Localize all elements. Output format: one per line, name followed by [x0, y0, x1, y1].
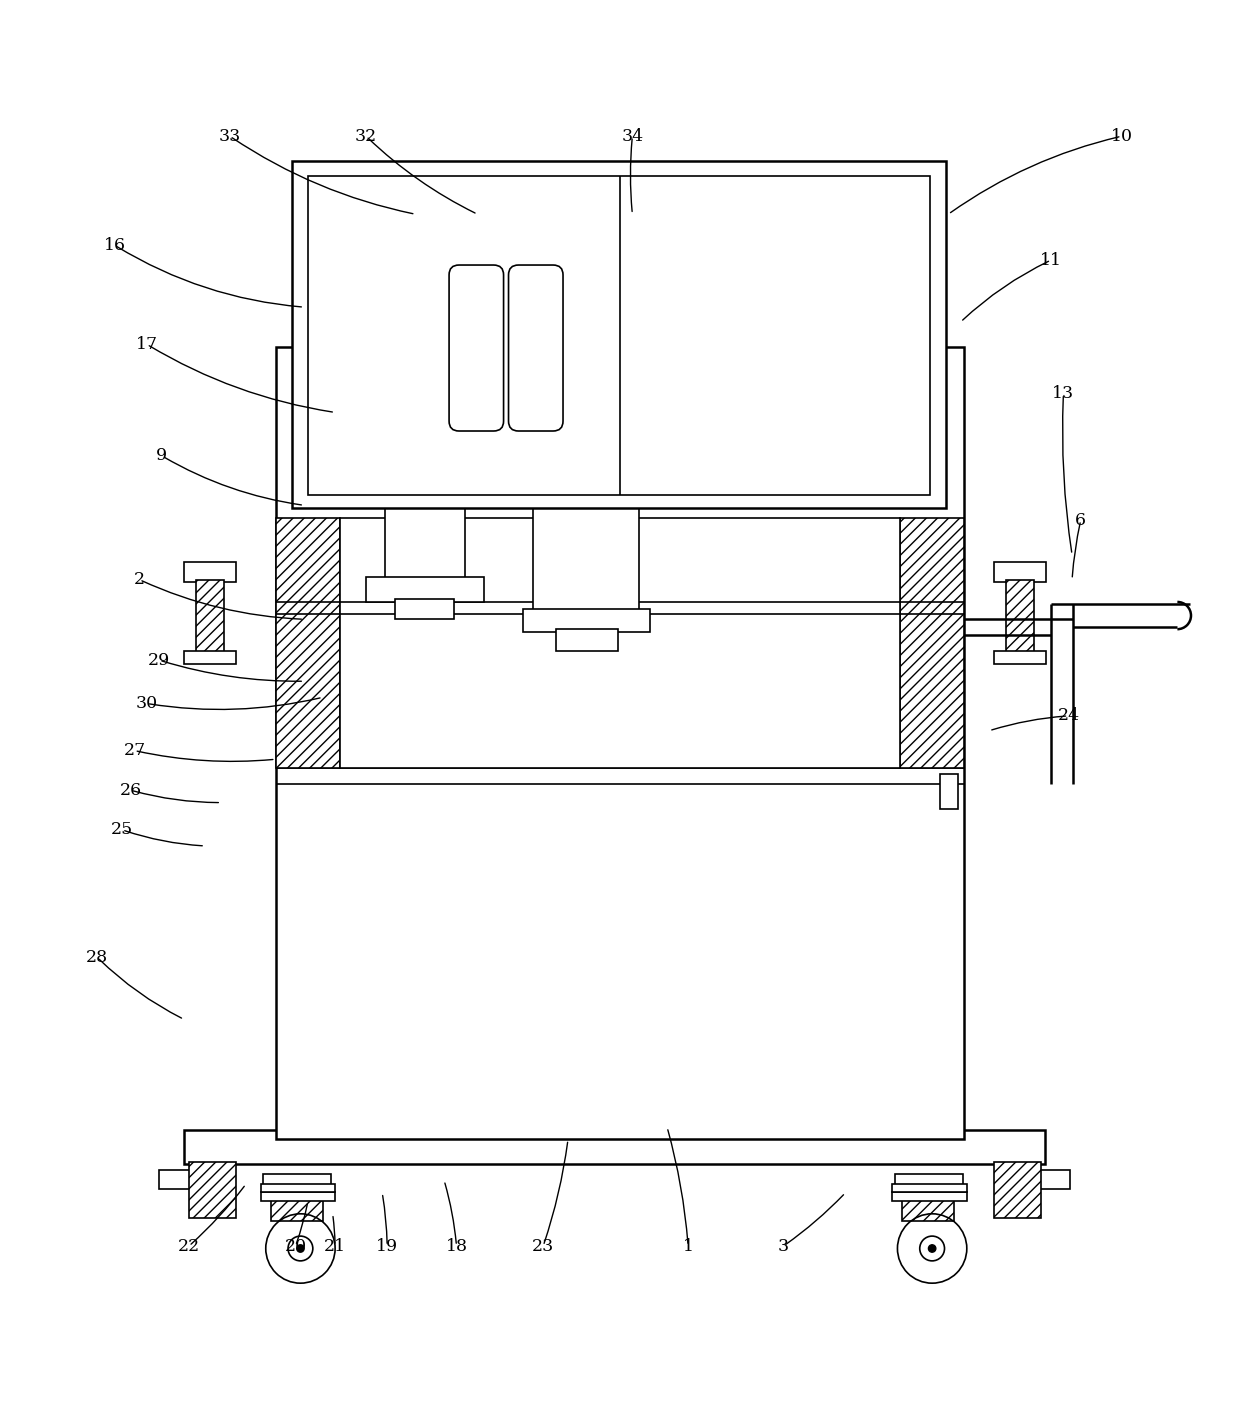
- Bar: [994, 651, 1047, 664]
- Bar: [184, 563, 236, 582]
- Text: 26: 26: [120, 782, 141, 799]
- Bar: [327, 642, 337, 668]
- Text: 28: 28: [87, 948, 108, 967]
- Text: 9: 9: [156, 447, 167, 464]
- Bar: [275, 518, 340, 768]
- Bar: [556, 629, 618, 651]
- Text: 16: 16: [104, 236, 125, 253]
- Text: 25: 25: [110, 822, 133, 839]
- Bar: [320, 605, 367, 706]
- Bar: [366, 577, 484, 602]
- Text: 27: 27: [123, 741, 145, 758]
- Bar: [308, 176, 930, 495]
- FancyBboxPatch shape: [449, 265, 503, 431]
- Bar: [270, 1195, 322, 1221]
- Bar: [384, 439, 465, 582]
- Bar: [940, 774, 959, 809]
- Bar: [184, 1130, 1045, 1164]
- Text: 23: 23: [532, 1238, 554, 1255]
- FancyBboxPatch shape: [508, 265, 563, 431]
- Bar: [893, 1192, 967, 1202]
- Text: 32: 32: [355, 128, 377, 145]
- Bar: [1002, 1171, 1070, 1189]
- Text: 6: 6: [1075, 512, 1086, 529]
- Bar: [895, 1175, 963, 1196]
- Bar: [994, 563, 1047, 582]
- Bar: [903, 1195, 955, 1221]
- Bar: [184, 651, 236, 664]
- Text: 13: 13: [1053, 386, 1075, 402]
- Bar: [260, 1185, 335, 1192]
- Bar: [196, 580, 223, 657]
- Bar: [340, 518, 900, 768]
- Text: 1: 1: [683, 1238, 693, 1255]
- Bar: [291, 160, 946, 508]
- Text: 2: 2: [134, 571, 145, 588]
- Bar: [940, 657, 959, 726]
- Bar: [159, 1171, 227, 1189]
- Text: 21: 21: [324, 1238, 346, 1255]
- Bar: [533, 394, 639, 615]
- Circle shape: [929, 1245, 936, 1252]
- Text: 20: 20: [284, 1238, 306, 1255]
- Text: 24: 24: [1058, 708, 1080, 725]
- Text: 19: 19: [376, 1238, 398, 1255]
- Text: 29: 29: [148, 651, 170, 668]
- Bar: [994, 1162, 1042, 1217]
- Text: 10: 10: [1111, 128, 1132, 145]
- Bar: [940, 734, 959, 765]
- Bar: [188, 1162, 236, 1217]
- Bar: [275, 346, 965, 1140]
- Text: 22: 22: [177, 1238, 200, 1255]
- Text: 34: 34: [621, 128, 644, 145]
- Text: 33: 33: [218, 128, 241, 145]
- Bar: [260, 1192, 335, 1202]
- Text: 30: 30: [136, 695, 157, 712]
- Text: 18: 18: [445, 1238, 467, 1255]
- Bar: [263, 1175, 331, 1196]
- Text: 3: 3: [777, 1238, 789, 1255]
- Bar: [1007, 580, 1034, 657]
- Bar: [523, 609, 650, 632]
- Bar: [394, 599, 454, 619]
- Text: 11: 11: [1040, 252, 1061, 269]
- Bar: [893, 1185, 967, 1192]
- Text: 17: 17: [136, 336, 157, 353]
- Bar: [900, 518, 965, 768]
- Circle shape: [296, 1245, 304, 1252]
